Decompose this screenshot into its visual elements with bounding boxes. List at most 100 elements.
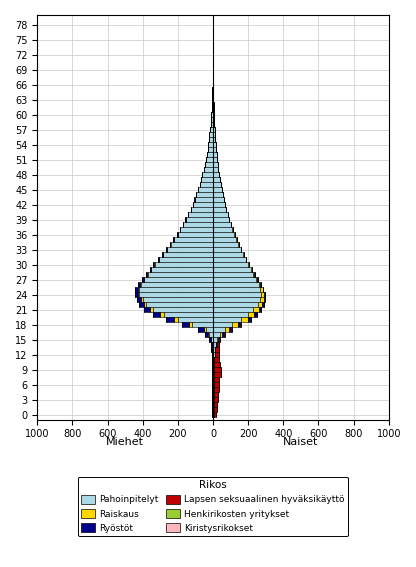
- Bar: [213, 287, 260, 292]
- Bar: [206, 327, 213, 332]
- Bar: [214, 362, 220, 367]
- Bar: [214, 392, 218, 397]
- Bar: [146, 302, 213, 307]
- Bar: [213, 347, 215, 352]
- Bar: [213, 107, 214, 112]
- Bar: [213, 132, 215, 137]
- Bar: [220, 332, 222, 337]
- Bar: [213, 322, 232, 327]
- Bar: [141, 282, 213, 287]
- Bar: [213, 387, 214, 392]
- Bar: [146, 272, 147, 277]
- Bar: [213, 297, 260, 302]
- Bar: [248, 263, 249, 267]
- Bar: [154, 263, 155, 267]
- Bar: [245, 257, 246, 263]
- Bar: [213, 142, 215, 147]
- Bar: [195, 197, 213, 202]
- Bar: [213, 277, 256, 282]
- Bar: [213, 327, 225, 332]
- Bar: [213, 302, 258, 307]
- Bar: [232, 322, 238, 327]
- Bar: [212, 402, 213, 407]
- Bar: [141, 297, 143, 302]
- Bar: [198, 327, 204, 332]
- Bar: [191, 208, 213, 212]
- Bar: [213, 282, 259, 287]
- Bar: [211, 342, 212, 347]
- Bar: [212, 372, 213, 377]
- Bar: [155, 263, 213, 267]
- Bar: [213, 362, 214, 367]
- Bar: [153, 312, 160, 317]
- Bar: [241, 317, 248, 322]
- Bar: [208, 147, 213, 153]
- Bar: [174, 317, 178, 322]
- Bar: [213, 137, 215, 142]
- Bar: [240, 322, 241, 327]
- Bar: [212, 407, 213, 412]
- Bar: [213, 187, 222, 192]
- Bar: [138, 287, 139, 292]
- Bar: [262, 302, 264, 307]
- Bar: [212, 107, 213, 112]
- Bar: [170, 242, 171, 247]
- Bar: [260, 282, 261, 287]
- Bar: [213, 307, 253, 312]
- Bar: [148, 272, 213, 277]
- Bar: [209, 137, 213, 142]
- Bar: [213, 192, 223, 197]
- Bar: [213, 312, 248, 317]
- Bar: [216, 342, 219, 347]
- Bar: [182, 322, 189, 327]
- Bar: [200, 183, 213, 187]
- Bar: [260, 297, 264, 302]
- Bar: [143, 297, 213, 302]
- Bar: [135, 287, 138, 292]
- Bar: [186, 217, 213, 222]
- Bar: [144, 277, 213, 282]
- Text: Naiset: Naiset: [283, 437, 319, 447]
- Bar: [160, 312, 164, 317]
- Bar: [213, 202, 225, 208]
- Bar: [174, 237, 213, 242]
- Bar: [213, 352, 215, 357]
- Bar: [205, 162, 213, 167]
- Bar: [213, 367, 214, 372]
- Bar: [139, 302, 144, 307]
- Bar: [173, 237, 174, 242]
- Bar: [264, 292, 265, 297]
- Bar: [214, 377, 220, 382]
- Bar: [213, 147, 216, 153]
- Bar: [205, 332, 208, 337]
- Bar: [259, 307, 261, 312]
- Bar: [219, 337, 220, 342]
- Bar: [213, 122, 214, 128]
- Bar: [171, 242, 213, 247]
- Bar: [212, 103, 213, 107]
- Bar: [213, 272, 253, 277]
- Bar: [151, 267, 213, 272]
- Bar: [213, 212, 228, 217]
- Bar: [166, 317, 174, 322]
- Bar: [212, 352, 213, 357]
- Bar: [262, 287, 263, 292]
- Bar: [210, 132, 213, 137]
- Bar: [213, 247, 241, 252]
- Bar: [198, 187, 213, 192]
- Bar: [213, 402, 214, 407]
- Bar: [144, 307, 150, 312]
- Bar: [211, 112, 213, 117]
- Bar: [214, 402, 218, 407]
- Bar: [140, 282, 141, 287]
- Bar: [163, 252, 213, 257]
- Bar: [167, 247, 213, 252]
- Bar: [213, 128, 215, 132]
- Bar: [213, 317, 241, 322]
- Bar: [212, 342, 213, 347]
- Bar: [158, 257, 159, 263]
- Bar: [213, 162, 218, 167]
- Bar: [212, 347, 213, 352]
- Bar: [213, 357, 214, 362]
- Bar: [213, 183, 221, 187]
